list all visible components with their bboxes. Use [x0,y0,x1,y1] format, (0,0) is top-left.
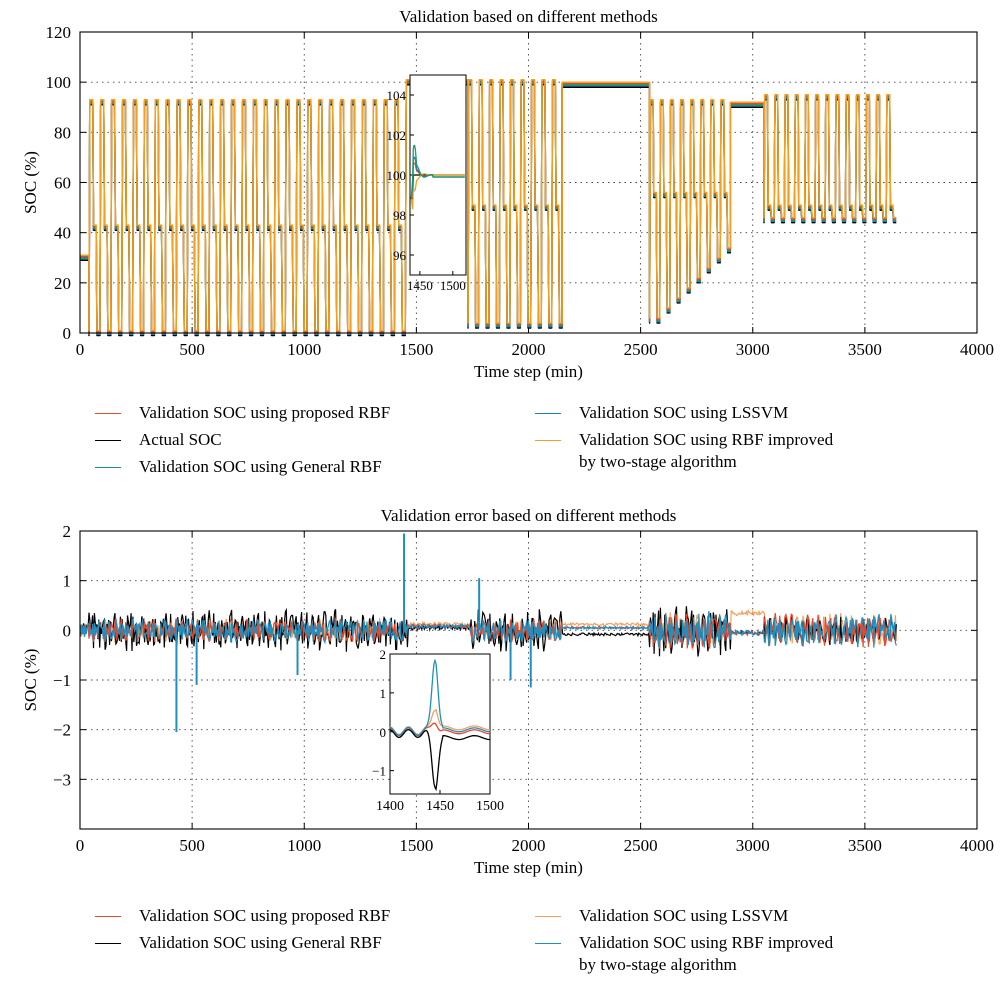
x-tick-label: 2000 [512,836,546,855]
inset-series-line [410,144,465,200]
x-tick-label: 4000 [960,340,994,359]
y-tick-label: 1 [63,572,72,591]
legend-label: Validation SOC using proposed RBF [139,403,391,422]
x-tick-label: 0 [76,340,85,359]
y-tick-label: 0 [63,621,72,640]
legend-label: Validation SOC using RBF improved [579,430,834,449]
axes-frame [79,31,978,334]
x-tick-label: 1500 [399,340,433,359]
x-tick-label: 500 [179,340,205,359]
inset-y-tick-label: 104 [387,88,407,103]
inset-y-tick-label: −1 [372,764,386,779]
legend-swatch [95,943,121,944]
y-tick-label: 20 [54,274,71,293]
x-tick-label: 3000 [736,836,770,855]
chart-title: Validation error based on different meth… [381,506,677,525]
y-tick-label: 0 [63,324,72,343]
legend-label: Validation SOC using LSSVM [579,403,789,422]
legend-swatch [535,916,561,917]
x-tick-label: 3500 [848,340,882,359]
y-tick-label: 100 [46,73,72,92]
legend-label: Validation SOC using General RBF [139,457,382,476]
x-tick-label: 1000 [287,340,321,359]
x-tick-label: 0 [76,836,85,855]
inset-x-tick-label: 1450 [426,799,454,814]
inset-y-tick-label: 0 [380,725,387,740]
y-tick-label: 120 [46,23,72,42]
series-line [79,611,897,649]
y-tick-label: 2 [63,522,72,541]
inset-y-tick-label: 96 [393,248,407,263]
legend-swatch [535,440,561,441]
x-tick-label: 2500 [624,836,658,855]
axes-frame [79,530,978,830]
x-tick-label: 4000 [960,836,994,855]
legend-label-line2: by two-stage algorithm [579,452,737,471]
x-axis-label: Time step (min) [474,362,583,381]
y-tick-label: −1 [53,671,71,690]
x-tick-label: 3000 [736,340,770,359]
legend-swatch [95,467,121,468]
y-tick-label: 60 [54,174,71,193]
inset-x-tick-label: 1500 [440,278,466,293]
inset-x-tick-label: 1400 [376,799,404,814]
y-tick-label: 80 [54,123,71,142]
legend-label: Validation SOC using RBF improved [579,933,834,952]
legend-swatch [95,413,121,414]
legend-swatch [535,413,561,414]
chart-title: Validation based on different methods [399,7,657,26]
inset-y-tick-label: 98 [393,208,406,223]
inset-x-tick-label: 1500 [476,799,504,814]
y-tick-label: 40 [54,224,71,243]
x-tick-label: 1000 [287,836,321,855]
series-line [80,78,897,332]
x-tick-label: 2500 [624,340,658,359]
x-tick-label: 2000 [512,340,546,359]
legend-label: Validation SOC using General RBF [139,933,382,952]
inset-y-tick-label: 100 [387,168,407,183]
inset-series-line [389,658,491,736]
x-tick-label: 500 [179,836,205,855]
x-axis-label: Time step (min) [474,858,583,877]
inset-series-line [410,173,465,210]
inset-y-tick-label: 1 [380,686,387,701]
legend-label-line2: by two-stage algorithm [579,955,737,974]
x-tick-label: 3500 [848,836,882,855]
x-tick-label: 1500 [399,836,433,855]
legend-label: Validation SOC using proposed RBF [139,906,391,925]
y-axis-label: SOC (%) [21,649,40,712]
legend-swatch [535,943,561,944]
inset-y-tick-label: 102 [387,128,407,143]
legend-label: Actual SOC [139,430,222,449]
inset-series-line [389,729,491,792]
y-tick-label: −3 [53,770,71,789]
legend-swatch [95,916,121,917]
legend-swatch [95,440,121,441]
legend-label: Validation SOC using LSSVM [579,906,789,925]
inset-x-tick-label: 1450 [407,278,433,293]
y-tick-label: −2 [53,721,71,740]
inset-y-tick-label: 2 [380,647,387,662]
y-axis-label: SOC (%) [21,151,40,214]
